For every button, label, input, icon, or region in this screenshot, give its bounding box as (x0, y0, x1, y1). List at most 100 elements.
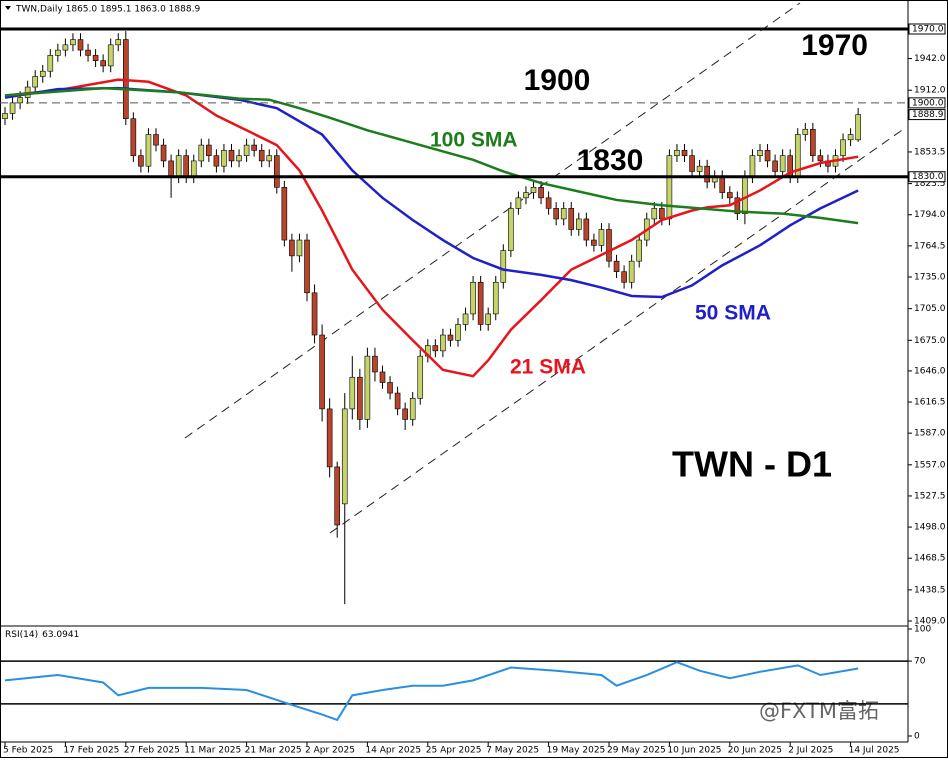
candle-body (636, 239, 643, 262)
candle-body (681, 150, 688, 156)
candle-body (553, 208, 559, 220)
candle-body (372, 355, 378, 373)
candle-body (591, 239, 597, 246)
candle-body (470, 281, 476, 315)
x-tick-label: 5 Feb 2025 (3, 746, 53, 756)
candle-body (281, 186, 288, 241)
candle-body (77, 39, 84, 51)
candle-body (198, 144, 205, 162)
candle-body (349, 376, 356, 410)
candle-body (726, 192, 733, 199)
level-tag (908, 23, 946, 35)
main-pane (2, 31, 861, 605)
y-tick-label: 1912.0 (914, 86, 946, 96)
sma-label: 21 SMA (510, 356, 586, 379)
x-tick-label: 14 Jul 2025 (849, 746, 900, 756)
candle-body (62, 44, 69, 51)
candle-body (492, 281, 499, 315)
candle-body (402, 408, 408, 420)
sma-label: 50 SMA (695, 302, 771, 325)
x-tick-label: 20 Jun 2025 (728, 746, 782, 756)
rsi-line (4, 661, 859, 722)
candle-body (296, 239, 303, 257)
y-tick-label: 1735.0 (914, 272, 946, 282)
x-tick-label: 2 Apr 2025 (305, 746, 355, 756)
candle-body (575, 218, 582, 230)
candle-body (455, 324, 461, 341)
candle-body (153, 134, 159, 146)
candle-body (538, 186, 544, 199)
candle-body (357, 376, 363, 420)
x-tick-label: 17 Feb 2025 (63, 746, 119, 756)
x-tick-label: 11 Mar 2025 (184, 746, 241, 756)
sma-label: 100 SMA (430, 129, 518, 152)
candle-body (175, 155, 182, 178)
rsi-name: RSI(14) (5, 630, 38, 640)
candle-body (289, 239, 295, 257)
candle-body (530, 186, 537, 193)
header-arrow (5, 6, 11, 10)
candle-body (39, 70, 46, 77)
candle-body (55, 49, 61, 56)
candle-body (213, 155, 220, 167)
candle-body (545, 197, 552, 209)
candle-body (523, 192, 529, 199)
candle-body (447, 334, 454, 341)
y-tick-label: 1468.5 (914, 554, 946, 564)
candle-body (628, 260, 635, 283)
candle-body (696, 165, 703, 172)
candle-body (190, 160, 197, 178)
channel-upper (184, 2, 801, 439)
x-tick-label: 29 May 2025 (607, 746, 666, 756)
candle-body (417, 355, 424, 399)
candle-body (779, 155, 786, 172)
y-tick-label: 1616.5 (914, 398, 946, 408)
y-tick-label: 1853.5 (914, 147, 946, 157)
x-tick-label: 25 Apr 2025 (426, 746, 482, 756)
x-tick-label: 19 May 2025 (547, 746, 606, 756)
candle-body (168, 160, 174, 178)
candle-body (477, 281, 484, 325)
candle-body (689, 155, 695, 172)
candle-body (379, 371, 386, 383)
candle-body (659, 208, 665, 220)
candle-body (764, 150, 771, 162)
y-tick-label: 1675.0 (914, 336, 946, 346)
price-tag-label: 1888.9 (912, 110, 944, 120)
candle-body (704, 165, 710, 183)
level-tag (908, 171, 946, 183)
candle-body (560, 208, 567, 220)
candle-body (70, 39, 76, 46)
candle-body (258, 150, 265, 162)
candle-body (621, 271, 627, 283)
candle-body (666, 155, 673, 220)
candle-body (364, 355, 371, 420)
level-annotation: 1970 (801, 29, 868, 62)
price-tag (908, 109, 946, 121)
candle-body (130, 118, 137, 156)
candle-body (757, 150, 763, 156)
y-tick-label: 1587.0 (914, 429, 946, 439)
candle-body (719, 176, 726, 193)
candle-body (183, 155, 189, 178)
y-tick-label: 1527.5 (914, 491, 946, 501)
watermark: @FXTM富拓 (759, 699, 879, 723)
candle-body (2, 113, 8, 119)
candle-body (334, 466, 341, 526)
candle-body (387, 382, 393, 394)
y-tick-label: 1942.0 (914, 54, 946, 64)
level-annotation: 1900 (524, 64, 591, 97)
candle-body (32, 76, 39, 88)
x-tick-label: 27 Feb 2025 (124, 746, 180, 756)
candle-body (598, 229, 605, 246)
y-tick-label: 1498.0 (914, 523, 946, 533)
candle-body (440, 334, 446, 352)
rsi-value: 63.0941 (42, 630, 79, 640)
y-tick-label: 1646.0 (914, 366, 946, 376)
candle-body (206, 144, 212, 156)
candle-body (304, 239, 310, 294)
candle-body (221, 150, 227, 167)
x-tick-label: 14 Apr 2025 (365, 746, 421, 756)
candle-body (100, 60, 106, 67)
